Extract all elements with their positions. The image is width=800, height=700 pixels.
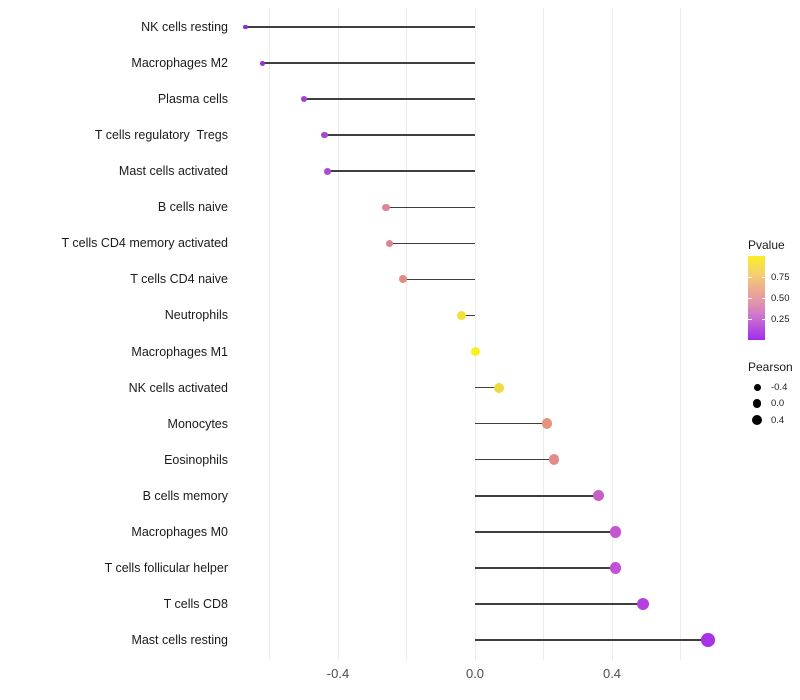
pearson-size-label: 0.4 (771, 414, 785, 426)
category-label: NK cells resting (141, 20, 228, 34)
colorbar-tick-label: 0.75 (771, 272, 790, 283)
lollipop-dot (701, 633, 715, 647)
colorbar-tick (761, 298, 765, 299)
lollipop-dot (456, 310, 467, 321)
lollipop-stem (385, 206, 475, 209)
colorbar-tick-label: 0.50 (771, 293, 790, 304)
category-label: T cells follicular helper (104, 560, 228, 575)
gridline (611, 8, 613, 660)
lollipop-dot (493, 382, 504, 393)
lollipop-stem (475, 531, 616, 533)
pvalue-legend-title: Pvalue (748, 238, 785, 252)
lollipop-dot (321, 131, 328, 139)
category-label: B cells naive (157, 200, 228, 215)
colorbar-tick (761, 277, 765, 278)
gridline (406, 8, 407, 660)
colorbar-tick (761, 319, 765, 320)
colorbar-tick (748, 319, 752, 320)
pearson-size-dot (753, 383, 761, 391)
category-label: B cells memory (142, 488, 228, 503)
lollipop-dot (609, 526, 622, 538)
pearson-legend-title: Pearson (748, 360, 793, 374)
x-axis-tick-label: 0.4 (602, 666, 622, 681)
category-label: T cells CD4 memory activated (61, 236, 229, 251)
pearson-size-dot (752, 399, 762, 408)
gridline (680, 8, 681, 660)
category-label: Macrophages M0 (131, 524, 228, 539)
lollipop-dot (470, 347, 480, 357)
lollipop-stem (475, 458, 554, 461)
lollipop-stem (475, 639, 708, 641)
lollipop-stem (475, 567, 616, 569)
lollipop-stem (327, 170, 475, 172)
colorbar-tick-label: 0.25 (771, 314, 790, 325)
lollipop-stem (475, 386, 499, 389)
lollipop-stem (245, 26, 475, 28)
lollipop-dot (260, 60, 266, 66)
lollipop-dot (541, 418, 553, 429)
lollipop-dot (385, 239, 394, 248)
lollipop-stem (475, 603, 643, 605)
category-label: Mast cells activated (118, 164, 228, 179)
lollipop-stem (475, 422, 547, 425)
lollipop-dot (243, 24, 248, 30)
colorbar-tick (748, 277, 752, 278)
lollipop-dot (609, 562, 622, 574)
colorbar-tick (748, 298, 752, 299)
gridline (337, 8, 339, 660)
gridline (269, 8, 270, 660)
pearson-size-label: -0.4 (771, 381, 788, 393)
lollipop-dot (592, 490, 604, 502)
lollipop-dot (324, 167, 332, 175)
x-axis-tick-label: -0.4 (326, 666, 350, 681)
gridline (543, 8, 544, 660)
lollipop-stem (461, 314, 475, 317)
x-axis-tick-label: 0.0 (465, 666, 485, 681)
category-label: T cells CD8 (163, 596, 228, 611)
lollipop-dot (548, 454, 560, 465)
lollipop-stem (475, 495, 599, 497)
category-label: Plasma cells (157, 92, 228, 107)
lollipop-stem (389, 242, 475, 245)
gridline (474, 8, 476, 660)
lollipop-dot (399, 275, 408, 284)
lollipop-dot (300, 96, 307, 103)
category-label: Macrophages M2 (131, 56, 228, 71)
pearson-size-dot (751, 414, 763, 426)
pearson-size-label: 0.0 (771, 398, 785, 409)
lollipop-stem (403, 278, 475, 281)
category-label: T cells regulatory Tregs (94, 128, 228, 143)
category-label: Mast cells resting (131, 633, 228, 648)
category-label: NK cells activated (128, 380, 228, 395)
pvalue-colorbar (748, 256, 765, 340)
category-label: Eosinophils (164, 452, 228, 467)
lollipop-dot (382, 203, 390, 212)
lollipop-stem (262, 62, 475, 64)
lollipop-stem (324, 134, 475, 136)
lollipop-stem (303, 98, 475, 100)
category-label: T cells CD4 naive (130, 272, 228, 287)
lollipop-dot (636, 597, 649, 610)
category-label: Neutrophils (164, 308, 228, 323)
category-label: Monocytes (167, 416, 228, 431)
category-label: Macrophages M1 (131, 344, 228, 359)
